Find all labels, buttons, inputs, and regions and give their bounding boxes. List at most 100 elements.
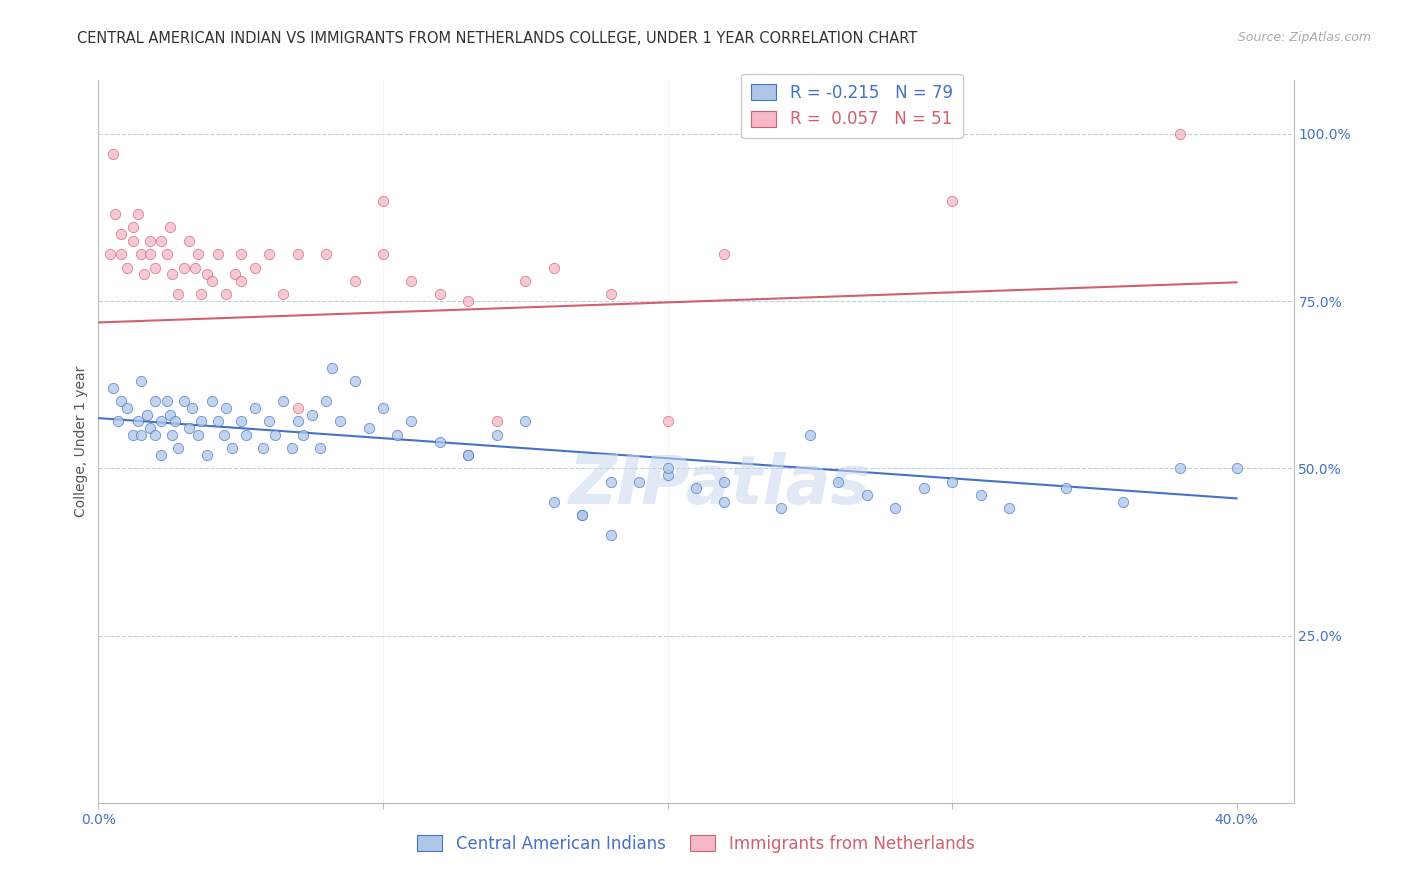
Point — [162, 268, 184, 282]
Point — [1112, 494, 1135, 508]
Point — [371, 194, 394, 208]
Point — [855, 488, 877, 502]
Point — [343, 274, 366, 288]
Point — [201, 274, 224, 288]
Point — [121, 234, 143, 248]
Point — [401, 414, 423, 429]
Point — [301, 408, 323, 422]
Point — [309, 442, 332, 455]
Point — [229, 247, 252, 261]
Point — [143, 427, 166, 442]
Point — [599, 475, 621, 489]
Point — [263, 427, 285, 442]
Point — [571, 508, 593, 523]
Point — [252, 442, 274, 455]
Point — [315, 394, 337, 409]
Point — [292, 427, 315, 442]
Point — [129, 375, 152, 389]
Point — [371, 401, 394, 416]
Point — [101, 381, 124, 395]
Text: Source: ZipAtlas.com: Source: ZipAtlas.com — [1237, 31, 1371, 45]
Point — [485, 427, 508, 442]
Point — [457, 294, 479, 309]
Point — [138, 247, 160, 261]
Point — [1226, 461, 1249, 475]
Point — [485, 414, 508, 429]
Point — [110, 247, 132, 261]
Point — [329, 414, 352, 429]
Point — [273, 287, 295, 301]
Point — [150, 414, 173, 429]
Point — [657, 414, 679, 429]
Point — [657, 467, 679, 482]
Point — [371, 247, 394, 261]
Point — [181, 401, 204, 416]
Point — [150, 448, 173, 462]
Point — [104, 207, 127, 221]
Point — [1054, 482, 1077, 496]
Point — [243, 401, 266, 416]
Point — [190, 287, 212, 301]
Point — [770, 501, 793, 516]
Point — [515, 274, 537, 288]
Point — [129, 247, 152, 261]
Point — [599, 287, 621, 301]
Point — [628, 475, 651, 489]
Point — [599, 528, 621, 542]
Point — [1168, 461, 1191, 475]
Point — [827, 475, 849, 489]
Point — [273, 394, 295, 409]
Text: ZIPatlas: ZIPatlas — [569, 452, 870, 518]
Point — [799, 427, 821, 442]
Point — [129, 427, 152, 442]
Point — [429, 434, 451, 449]
Point — [98, 247, 121, 261]
Point — [229, 274, 252, 288]
Point — [543, 494, 565, 508]
Point — [515, 414, 537, 429]
Legend: Central American Indians, Immigrants from Netherlands: Central American Indians, Immigrants fro… — [411, 828, 981, 860]
Point — [343, 375, 366, 389]
Point — [287, 414, 309, 429]
Point — [457, 448, 479, 462]
Point — [235, 427, 257, 442]
Point — [190, 414, 212, 429]
Point — [167, 442, 190, 455]
Point — [167, 287, 190, 301]
Point — [357, 421, 380, 435]
Y-axis label: College, Under 1 year: College, Under 1 year — [75, 366, 89, 517]
Point — [201, 394, 224, 409]
Point — [221, 442, 243, 455]
Point — [115, 401, 138, 416]
Point — [110, 394, 132, 409]
Point — [159, 220, 181, 235]
Point — [224, 268, 246, 282]
Point — [941, 475, 963, 489]
Point — [657, 461, 679, 475]
Text: CENTRAL AMERICAN INDIAN VS IMMIGRANTS FROM NETHERLANDS COLLEGE, UNDER 1 YEAR COR: CENTRAL AMERICAN INDIAN VS IMMIGRANTS FR… — [77, 31, 918, 46]
Point — [257, 414, 280, 429]
Point — [229, 414, 252, 429]
Point — [215, 401, 238, 416]
Point — [713, 494, 735, 508]
Point — [184, 260, 207, 275]
Point — [207, 247, 229, 261]
Point — [543, 260, 565, 275]
Point — [941, 194, 963, 208]
Point — [162, 427, 184, 442]
Point — [998, 501, 1021, 516]
Point — [195, 268, 218, 282]
Point — [287, 247, 309, 261]
Point — [195, 448, 218, 462]
Point — [173, 394, 195, 409]
Point — [287, 401, 309, 416]
Point — [156, 394, 179, 409]
Point — [165, 414, 187, 429]
Point — [212, 427, 235, 442]
Point — [138, 421, 160, 435]
Point — [315, 247, 337, 261]
Point — [132, 268, 155, 282]
Point — [1168, 127, 1191, 141]
Point — [101, 147, 124, 161]
Point — [969, 488, 991, 502]
